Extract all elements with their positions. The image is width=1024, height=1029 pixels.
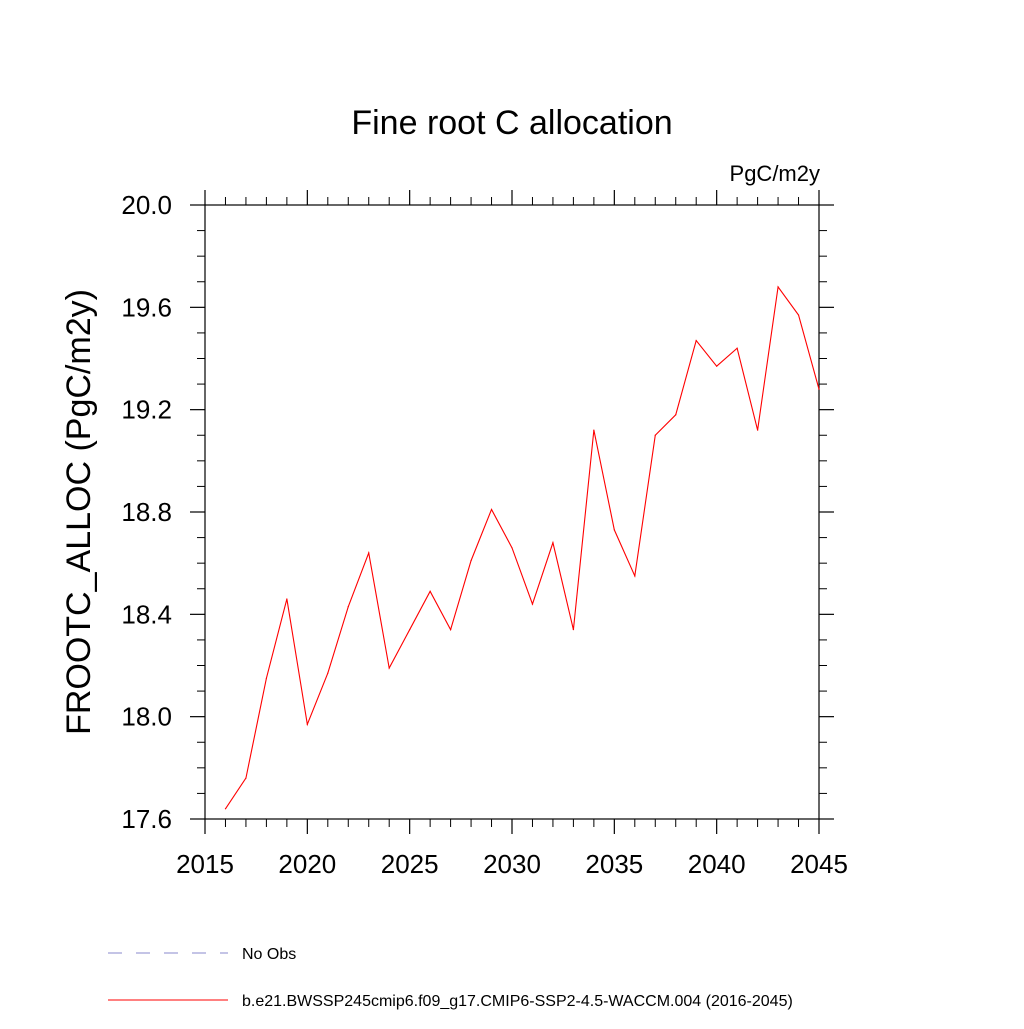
data-point xyxy=(757,429,759,431)
data-point xyxy=(490,508,493,511)
y-tick-label: 17.6 xyxy=(121,804,172,834)
data-point xyxy=(777,286,779,288)
chart-title: Fine root C allocation xyxy=(351,104,672,142)
legend-label-model: b.e21.BWSSP245cmip6.f09_g17.CMIP6-SSP2-4… xyxy=(242,993,793,1010)
data-point xyxy=(695,339,697,342)
data-point xyxy=(429,590,431,592)
legend: No Obs b.e21.BWSSP245cmip6.f09_g17.CMIP6… xyxy=(108,946,793,1010)
data-point xyxy=(306,723,308,725)
y-axis-label: FROOTC_ALLOC (PgC/m2y) xyxy=(60,289,98,735)
data-point xyxy=(511,547,513,549)
data-point xyxy=(368,552,370,554)
x-tick-label: 2030 xyxy=(483,849,541,879)
y-tick-label: 19.6 xyxy=(121,292,172,322)
units-label: PgC/m2y xyxy=(730,161,820,186)
data-point xyxy=(552,542,554,544)
data-point xyxy=(531,603,534,605)
legend-label-no-obs: No Obs xyxy=(242,946,296,963)
axis-ticks: 2015 2020 2025 2030 2035 2040 2045 17.6 18.0 18.4… xyxy=(121,190,848,879)
data-point xyxy=(716,365,718,367)
x-tick-label: 2020 xyxy=(278,849,336,879)
y-tick-label: 18.8 xyxy=(121,497,172,527)
x-tick-label: 2015 xyxy=(176,849,234,879)
y-tick-label: 18.0 xyxy=(121,702,172,732)
data-point xyxy=(327,672,329,674)
plot-frame xyxy=(204,204,820,820)
x-tick-label: 2025 xyxy=(381,849,439,879)
data-point xyxy=(409,629,411,631)
data-point xyxy=(224,808,227,810)
data-point xyxy=(736,347,738,349)
data-point xyxy=(572,629,575,631)
data-point xyxy=(286,598,288,600)
y-tick-label: 19.2 xyxy=(121,395,172,425)
data-point xyxy=(818,388,820,390)
data-point xyxy=(593,429,595,431)
data-point xyxy=(450,629,452,631)
data-point xyxy=(470,560,472,562)
series-line xyxy=(225,285,820,810)
data-point xyxy=(675,414,677,416)
y-tick-label: 20.0 xyxy=(121,190,172,220)
data-point xyxy=(613,529,615,531)
x-tick-label: 2040 xyxy=(688,849,746,879)
x-tick-label: 2045 xyxy=(790,849,848,879)
y-tick-label: 18.4 xyxy=(121,599,172,629)
x-tick-label: 2035 xyxy=(585,849,643,879)
data-point xyxy=(634,575,636,577)
data-point xyxy=(265,677,267,679)
data-point xyxy=(797,314,800,316)
data-point xyxy=(245,777,247,779)
data-point xyxy=(347,606,349,608)
data-point xyxy=(388,667,390,669)
series-layer xyxy=(224,285,820,810)
data-point xyxy=(654,434,656,436)
